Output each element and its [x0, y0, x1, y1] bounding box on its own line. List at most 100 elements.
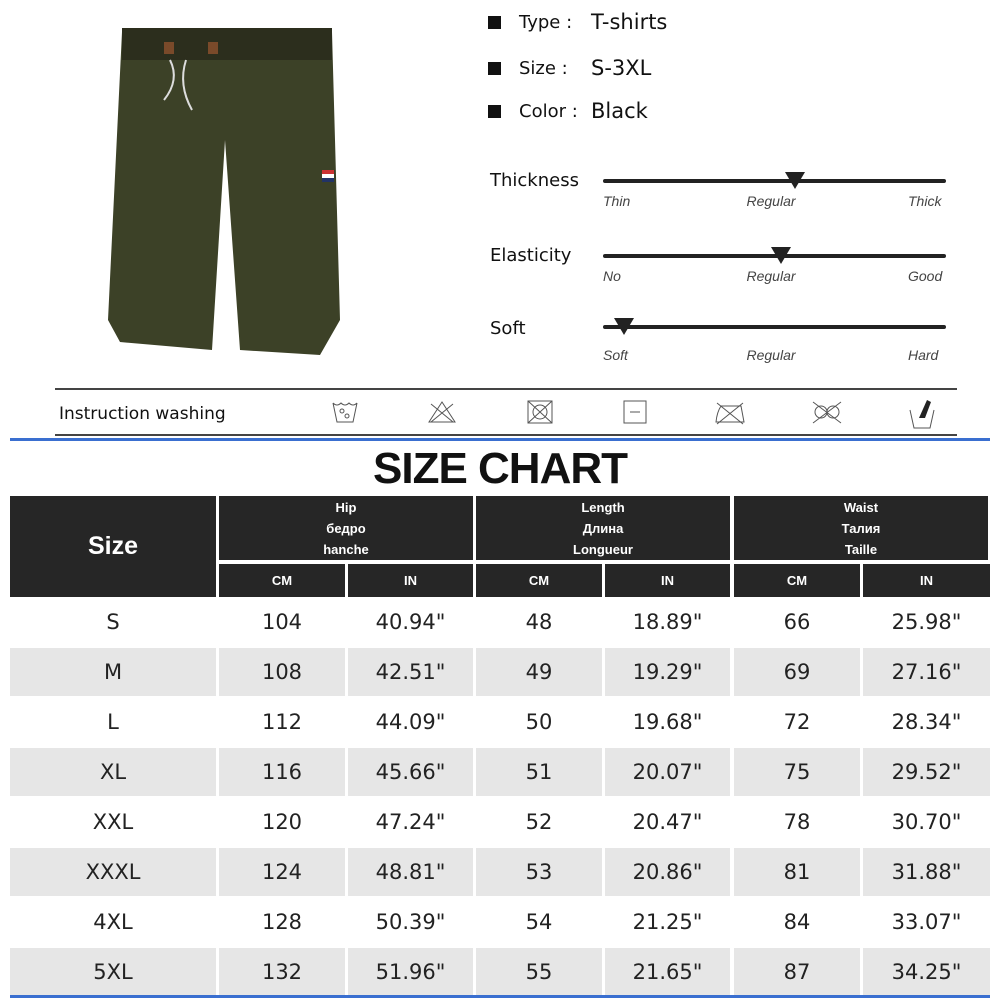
- table-row: M 108 42.51" 49 19.29" 69 27.16": [10, 648, 990, 696]
- table-cell: 21.25": [632, 910, 703, 934]
- table-cell: 40.94": [375, 610, 446, 634]
- group-header-line: Length: [581, 499, 625, 515]
- table-cell: 54: [525, 910, 553, 934]
- bullet-icon: [488, 104, 501, 118]
- table-row: 5XL 132 51.96" 55 21.65" 87 34.25": [10, 948, 990, 996]
- rating-scale: [603, 179, 946, 183]
- shorts-image: [108, 28, 340, 355]
- no-iron-icon: [715, 402, 745, 425]
- group-header-line: Waist: [843, 499, 879, 515]
- table-cell: 25.98": [891, 610, 962, 634]
- group-header-line: hanche: [323, 541, 369, 557]
- table-cell: 120: [261, 810, 303, 834]
- table-cell: 27.16": [863, 648, 990, 696]
- rating-elasticity: Elasticity No Regular Good: [490, 245, 950, 305]
- table-cell: 33.07": [891, 910, 962, 934]
- group-header-line: Taille: [844, 541, 878, 557]
- table-cell: 116: [219, 748, 345, 796]
- table-cell: 128: [261, 910, 303, 934]
- table-cell: 53: [476, 848, 602, 896]
- table-cell: 51.96": [348, 948, 473, 996]
- hand-wash-icon: [332, 402, 358, 423]
- table-cell: 34.25": [863, 948, 990, 996]
- table-cell: XXXL: [10, 848, 216, 896]
- table-cell: 87: [734, 948, 860, 996]
- table-cell: 132: [219, 948, 345, 996]
- table-row: XL 116 45.66" 51 20.07" 75 29.52": [10, 748, 990, 796]
- table-cell: 50: [525, 710, 553, 734]
- table-cell: 18.89": [632, 610, 703, 634]
- table-cell: 49: [476, 648, 602, 696]
- divider: [10, 995, 990, 998]
- table-cell: 21.65": [605, 948, 730, 996]
- table-cell: 124: [219, 848, 345, 896]
- table-row: XXL 120 47.24" 52 20.47" 78 30.70": [10, 798, 990, 846]
- size-chart-title: SIZE CHART: [373, 444, 628, 493]
- group-header: Length Длина Longueur: [476, 496, 730, 560]
- table-cell: XXL: [92, 810, 134, 834]
- table-cell: 75: [734, 748, 860, 796]
- group-header-line: Longueur: [573, 541, 633, 557]
- table-cell: S: [106, 610, 120, 634]
- table-row: XXXL 124 48.81" 53 20.86" 81 31.88": [10, 848, 990, 896]
- table-cell: 20.86": [605, 848, 730, 896]
- rating-label: Elasticity: [490, 245, 572, 266]
- size-header: Size: [10, 496, 216, 597]
- unit-header: CM: [476, 564, 602, 597]
- table-cell: 47.24": [375, 810, 446, 834]
- washing-title: Instruction washing: [59, 404, 226, 424]
- spec-size: Size : S-3XL: [488, 56, 651, 80]
- table-cell: 112: [261, 710, 303, 734]
- table-cell: 20.47": [632, 810, 703, 834]
- spec-type: Type : T-shirts: [488, 10, 667, 34]
- rating-tick: Soft: [603, 347, 628, 363]
- group-header-line: Длина: [582, 520, 624, 536]
- table-cell: 31.88": [863, 848, 990, 896]
- table-cell: L: [107, 710, 119, 734]
- table-cell: 81: [734, 848, 860, 896]
- unit-header: IN: [605, 564, 730, 597]
- unit-header: CM: [219, 564, 345, 597]
- group-header: Hip бедро hanche: [219, 496, 473, 560]
- spec-color: Color : Black: [488, 99, 648, 123]
- divider: [10, 438, 990, 441]
- dry-flat-icon: [623, 400, 647, 424]
- table-cell: XL: [10, 748, 216, 796]
- table-cell: 108: [219, 648, 345, 696]
- unit-header: IN: [863, 564, 990, 597]
- table-cell: 4XL: [93, 910, 133, 934]
- table-cell: 44.09": [375, 710, 446, 734]
- table-cell: 48: [525, 610, 553, 634]
- rating-marker-icon: [785, 172, 806, 189]
- table-cell: 69: [734, 648, 860, 696]
- no-bleach-icon: [428, 401, 456, 423]
- table-cell: 50.39": [375, 910, 446, 934]
- rating-scale: [603, 325, 946, 329]
- group-header-line: Талия: [841, 520, 881, 536]
- table-cell: M: [10, 648, 216, 696]
- rating-marker-icon: [771, 247, 792, 264]
- table-cell: 42.51": [348, 648, 473, 696]
- table-row: 4XL 128 50.39" 54 21.25" 84 33.07": [10, 898, 990, 946]
- table-cell: 20.07": [605, 748, 730, 796]
- table-cell: 30.70": [891, 810, 962, 834]
- rating-label: Thickness: [490, 170, 579, 191]
- table-cell: 19.68": [632, 710, 703, 734]
- rating-thickness: Thickness Thin Regular Thick: [490, 170, 950, 230]
- rating-tick: No: [603, 268, 621, 284]
- table-cell: 19.29": [605, 648, 730, 696]
- rating-tick: Thin: [603, 193, 631, 209]
- table-cell: 29.52": [863, 748, 990, 796]
- rating-tick: Regular: [746, 268, 796, 284]
- table-cell: 55: [476, 948, 602, 996]
- group-header-line: Hip: [335, 499, 357, 515]
- table-row: L 112 44.09" 50 19.68" 72 28.34": [10, 698, 990, 746]
- bullet-icon: [488, 61, 501, 75]
- bullet-icon: [488, 15, 501, 29]
- table-row: S 104 40.94" 48 18.89" 66 25.98": [10, 598, 990, 646]
- group-header: Waist Талия Taille: [734, 496, 988, 560]
- table-cell: 78: [783, 810, 811, 834]
- rating-tick: Good: [908, 268, 943, 284]
- table-cell: 52: [525, 810, 553, 834]
- rating-tick: Hard: [908, 347, 939, 363]
